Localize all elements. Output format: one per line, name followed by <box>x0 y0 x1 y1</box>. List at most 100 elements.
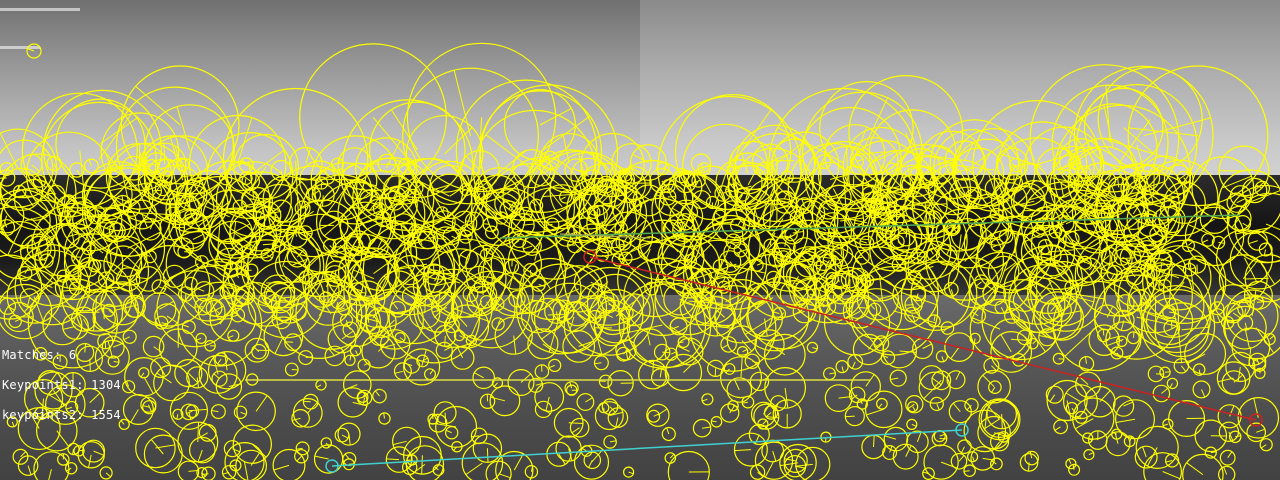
keypoint-circle <box>1065 458 1077 470</box>
keypoint-orientation <box>1144 214 1150 226</box>
keypoint-circle <box>869 207 952 291</box>
keypoint-orientation <box>1223 466 1228 475</box>
keypoint-circle <box>75 343 95 363</box>
keypoint-orientation <box>569 381 573 389</box>
keypoint-circle <box>922 467 935 480</box>
keypoint-orientation <box>493 382 498 387</box>
keypoint-orientation <box>113 342 124 348</box>
keypoint-orientation <box>616 180 653 202</box>
keypoint-circle <box>618 197 701 281</box>
keypoint-orientation <box>229 242 240 252</box>
keypoint-circle <box>507 187 601 280</box>
keypoint-orientation <box>383 275 399 293</box>
keypoint-circle <box>320 437 332 449</box>
match-line <box>331 429 963 467</box>
keypoint-circle <box>299 174 384 258</box>
keypoint-orientation <box>56 430 70 448</box>
keypoint-orientation <box>365 298 368 317</box>
keypoint-orientation <box>479 266 483 280</box>
keypoint-circle <box>455 79 598 222</box>
keypoint-orientation <box>1128 127 1199 137</box>
keypoint-circle <box>402 459 418 475</box>
keypoint-circle <box>977 369 1011 404</box>
keypoint-orientation <box>144 253 151 258</box>
keypoint-circle <box>495 450 534 480</box>
keypoint-circle <box>1182 453 1224 480</box>
keypoint-orientation <box>1010 164 1017 169</box>
keypoint-orientation <box>253 346 260 352</box>
keypoint-orientation <box>1000 306 1005 313</box>
keypoint-circle <box>272 448 306 480</box>
keypoint-circle <box>473 278 489 294</box>
keypoint-circle <box>1142 285 1211 354</box>
keypoint-orientation <box>848 128 867 172</box>
keypoint-circle <box>0 139 54 199</box>
keypoint-orientation <box>1 215 8 233</box>
keypoint-orientation <box>602 205 606 224</box>
keypoint-orientation <box>793 294 802 307</box>
keypoint-orientation <box>700 163 705 173</box>
keypoint-orientation <box>169 263 199 279</box>
keypoint-orientation <box>1255 184 1263 189</box>
keypoint-circle <box>580 132 645 198</box>
keypoint-orientation <box>851 361 856 369</box>
keypoint-circle <box>831 274 847 290</box>
keypoint-circle <box>6 416 18 428</box>
keypoint-orientation <box>933 314 936 321</box>
keypoint-circle <box>970 307 986 324</box>
keypoint-orientation <box>1054 426 1061 431</box>
keypoint-circle <box>1106 265 1123 282</box>
keypoint-circle <box>676 213 695 231</box>
keypoint-circle <box>1020 224 1076 280</box>
keypoint-circle <box>1116 294 1135 313</box>
keypoint-orientation <box>1251 290 1257 316</box>
keypoint-circle <box>41 101 157 218</box>
keypoint-circle <box>479 84 619 223</box>
keypoint-orientation <box>725 291 748 302</box>
keypoint-orientation <box>535 382 543 386</box>
keypoint-circle <box>963 409 1007 453</box>
keypoint-orientation <box>19 231 42 251</box>
keypoint-orientation <box>714 212 721 217</box>
keypoint-circle <box>1142 239 1227 324</box>
keypoint-circle <box>6 269 62 324</box>
keypoint-circle <box>534 400 553 419</box>
keypoint-orientation <box>348 434 351 446</box>
keypoint-circle <box>943 282 959 297</box>
keypoint-orientation <box>84 262 95 292</box>
keypoint-orientation <box>1089 260 1098 271</box>
keypoint-circle <box>534 282 605 354</box>
keypoint-orientation <box>758 187 775 224</box>
keypoint-orientation <box>934 379 942 388</box>
keypoint-circle <box>910 248 926 265</box>
keypoint-circle <box>1158 279 1172 293</box>
keypoint-orientation <box>977 151 992 174</box>
keypoint-circle <box>165 206 181 222</box>
keypoint-circle <box>64 462 78 475</box>
keypoint-orientation <box>1123 401 1134 407</box>
keypoint-orientation <box>113 167 120 172</box>
keypoint-circle <box>1218 254 1268 304</box>
keypoint-circle <box>661 426 676 442</box>
keypoint-orientation <box>615 417 619 428</box>
keypoint-orientation <box>508 202 515 210</box>
keypoint-circle <box>348 280 386 317</box>
keypoint-circle <box>177 281 263 367</box>
keypoint-circle <box>431 291 463 324</box>
keypoint-orientation <box>729 109 772 169</box>
keypoint-circle <box>1110 346 1124 360</box>
keypoint-orientation <box>893 310 937 324</box>
keypoint-orientation <box>609 411 623 417</box>
match-line <box>589 256 1257 421</box>
keypoint-circle <box>710 415 723 428</box>
keypoint-orientation <box>667 239 679 253</box>
match-line <box>559 233 651 239</box>
keypoint-orientation <box>444 127 473 155</box>
keypoint-circle <box>835 360 849 374</box>
keypoint-orientation <box>955 371 961 380</box>
keypoint-circle <box>548 358 562 372</box>
keypoint-orientation <box>100 117 138 145</box>
keypoint-orientation <box>67 233 80 238</box>
keypoint-circle <box>1062 384 1098 420</box>
keypoint-circle <box>927 186 1010 269</box>
